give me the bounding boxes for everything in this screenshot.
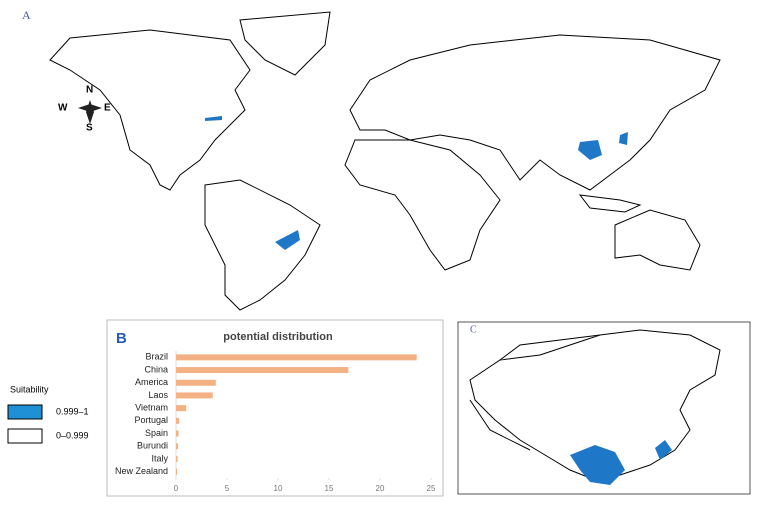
bar bbox=[176, 443, 179, 450]
y-tick-label: Laos bbox=[148, 390, 168, 400]
legend-label: 0–0.999 bbox=[56, 430, 89, 440]
indonesia bbox=[578, 194, 642, 213]
bar bbox=[176, 455, 178, 462]
compass-w: W bbox=[58, 103, 68, 114]
x-tick-label: 15 bbox=[325, 484, 334, 493]
panel-label: A bbox=[22, 8, 31, 22]
bar bbox=[176, 392, 213, 399]
x-tick-label: 25 bbox=[427, 484, 436, 493]
bar bbox=[176, 405, 187, 412]
suitability-area bbox=[275, 230, 300, 250]
compass-e: E bbox=[104, 103, 111, 114]
north-america bbox=[49, 29, 251, 191]
y-tick-label: Burundi bbox=[137, 441, 168, 451]
bar bbox=[176, 468, 178, 475]
greenland bbox=[239, 11, 331, 76]
chart-frame bbox=[106, 319, 444, 497]
y-tick-label: New Zealand bbox=[115, 466, 168, 476]
legend-title: Suitability bbox=[10, 384, 49, 394]
legend-label: 0.999–1 bbox=[56, 406, 89, 416]
bar bbox=[176, 417, 180, 424]
bar bbox=[176, 430, 179, 437]
panel-label: B bbox=[116, 330, 127, 347]
suitability-area bbox=[619, 132, 628, 145]
china-map: C bbox=[457, 321, 751, 495]
y-tick-label: Spain bbox=[145, 428, 168, 438]
y-tick-label: Brazil bbox=[145, 352, 168, 362]
suitability-area bbox=[655, 440, 672, 460]
compass-s: S bbox=[86, 123, 93, 134]
y-tick-label: America bbox=[135, 377, 168, 387]
legend-swatch bbox=[7, 428, 43, 444]
suitability-area bbox=[578, 140, 602, 160]
y-tick-label: Portugal bbox=[134, 415, 168, 425]
suitability-area bbox=[205, 116, 222, 121]
china-outline bbox=[469, 329, 721, 481]
chart-title: potential distribution bbox=[223, 331, 333, 343]
compass-rose bbox=[78, 100, 102, 124]
neighbour-border bbox=[469, 334, 601, 451]
compass: N S E W bbox=[58, 85, 111, 134]
compass-n: N bbox=[86, 85, 93, 96]
europe-asia bbox=[349, 34, 721, 191]
bar bbox=[176, 354, 417, 361]
y-tick-label: Vietnam bbox=[135, 403, 168, 413]
x-tick-label: 20 bbox=[376, 484, 385, 493]
x-tick-label: 5 bbox=[225, 484, 230, 493]
bar bbox=[176, 379, 216, 386]
africa bbox=[344, 139, 501, 271]
x-tick-label: 0 bbox=[174, 484, 179, 493]
y-tick-label: China bbox=[144, 364, 168, 374]
legend: Suitability 0.999–1 0–0.999 bbox=[7, 384, 89, 444]
suitability-area bbox=[570, 445, 625, 485]
bar-chart: 0 5 10 15 20 25 Brazil China America Laos Vietnam P… bbox=[115, 351, 436, 493]
australia bbox=[614, 209, 701, 271]
bar bbox=[176, 367, 349, 374]
x-tick-label: 10 bbox=[274, 484, 283, 493]
legend-swatch bbox=[7, 404, 43, 420]
world-map: A N S E W bbox=[22, 8, 721, 311]
y-tick-label: Italy bbox=[151, 453, 168, 463]
panel-label: C bbox=[470, 324, 477, 335]
south-america bbox=[204, 179, 321, 311]
